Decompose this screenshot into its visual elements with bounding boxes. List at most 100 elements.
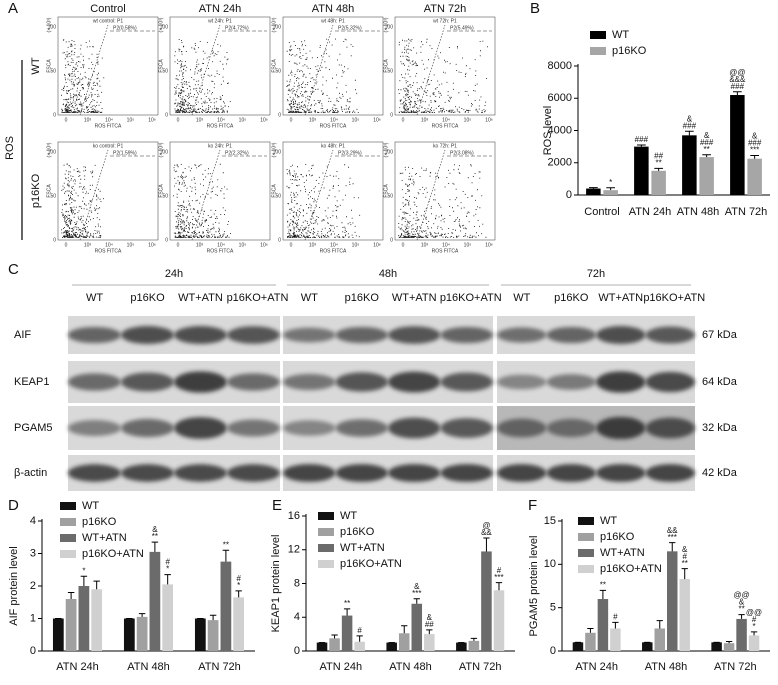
gate-line bbox=[304, 149, 334, 241]
x-tick-label: 10³ bbox=[421, 117, 429, 123]
legend-swatch bbox=[578, 549, 594, 557]
significance-label: ** bbox=[223, 540, 229, 549]
event-dots bbox=[61, 39, 105, 113]
x-axis-label: ROS FITCA bbox=[207, 123, 234, 129]
error-bar bbox=[606, 187, 615, 191]
error-bar bbox=[331, 634, 338, 639]
error-bar bbox=[235, 590, 242, 598]
gate-line bbox=[191, 24, 221, 116]
blot-band bbox=[335, 372, 388, 392]
gate-label: P2(5.49%) bbox=[450, 25, 474, 31]
y-tick-label: 50 bbox=[275, 193, 281, 199]
lane-label: WT+ATN bbox=[598, 292, 643, 304]
y-tick-label: 3 bbox=[30, 547, 36, 559]
x-tick-label: 10⁵ bbox=[464, 242, 472, 248]
x-tick-label: 0 bbox=[177, 117, 180, 123]
plot-title: wt 72h: P1 bbox=[433, 18, 457, 24]
x-tick-label: 10⁴ bbox=[442, 242, 450, 248]
error-bar bbox=[681, 568, 688, 580]
significance-label: ** bbox=[704, 145, 710, 154]
blot-band bbox=[227, 373, 280, 391]
significance-label: ** bbox=[600, 580, 606, 589]
y-tick-label: 12 bbox=[288, 544, 300, 556]
blot-band bbox=[283, 327, 336, 343]
y-scale-label: (× 10³) bbox=[46, 142, 52, 157]
blot-band bbox=[440, 326, 493, 344]
x-tick-label: 0 bbox=[177, 242, 180, 248]
error-bar bbox=[669, 542, 676, 552]
legend-swatch bbox=[590, 47, 606, 55]
y-tick-label: 50 bbox=[387, 193, 393, 199]
x-tick-label: 10³ bbox=[196, 117, 204, 123]
bar bbox=[233, 597, 245, 651]
y-tick-label: 50 bbox=[275, 68, 281, 74]
significance-label: ** bbox=[738, 605, 744, 614]
x-tick-label: 10⁴ bbox=[105, 242, 113, 248]
x-tick-label: 10⁶ bbox=[148, 117, 156, 123]
y-tick-label: 0 bbox=[165, 112, 168, 118]
y-axis-label: FSCA bbox=[46, 184, 52, 198]
lane-label: WT+ATN bbox=[178, 292, 223, 304]
legend-swatch bbox=[318, 528, 334, 536]
legend-swatch bbox=[318, 560, 334, 568]
x-tick-label: 10⁴ bbox=[442, 117, 450, 123]
row-label: WT bbox=[30, 57, 42, 74]
legend-label: p16KO bbox=[600, 531, 635, 543]
x-axis-label: ROS FITCA bbox=[320, 248, 347, 254]
x-tick-label: 10⁴ bbox=[217, 117, 225, 123]
y-tick-label: 100 bbox=[160, 24, 169, 30]
x-tick-label: 10⁵ bbox=[239, 242, 247, 248]
y-tick-label: 0 bbox=[294, 645, 300, 657]
protein-label: PGAM5 bbox=[14, 422, 53, 434]
y-axis-label: FSCA bbox=[271, 59, 277, 73]
y-tick-label: 8 bbox=[294, 577, 300, 589]
blot-band bbox=[335, 419, 388, 437]
bar bbox=[123, 618, 135, 651]
x-tick-label: ATN 48h bbox=[677, 206, 720, 218]
row-label: p16KO bbox=[30, 173, 42, 208]
bar bbox=[610, 628, 621, 651]
x-tick-label: 10⁴ bbox=[330, 242, 338, 248]
plot-title: wt 24h: P1 bbox=[208, 18, 232, 24]
bar bbox=[597, 599, 609, 651]
panel-label: D bbox=[8, 497, 19, 514]
y-scale-label: (× 10³) bbox=[383, 142, 389, 157]
y-tick-label: 4000 bbox=[548, 124, 572, 136]
bar bbox=[585, 632, 596, 651]
bar bbox=[456, 642, 467, 651]
x-tick-label: 10⁶ bbox=[373, 242, 381, 248]
plot-frame bbox=[394, 16, 496, 116]
y-axis-label: PGAM5 protein level bbox=[528, 536, 540, 637]
significance-label: # bbox=[497, 566, 502, 575]
y-scale-label: (× 10³) bbox=[158, 142, 164, 157]
y-tick-label: 2 bbox=[30, 580, 36, 592]
significance-label: & bbox=[427, 613, 433, 622]
error-bar bbox=[413, 598, 420, 604]
column-header: ATN 48h bbox=[312, 3, 355, 15]
x-tick-label: 0 bbox=[290, 242, 293, 248]
y-tick-label: 8000 bbox=[548, 60, 572, 72]
event-dots bbox=[173, 163, 231, 238]
y-tick-label: 0 bbox=[165, 237, 168, 243]
bar bbox=[730, 95, 745, 195]
error-bar bbox=[209, 614, 217, 621]
gate-label: P2(0.58%) bbox=[113, 25, 137, 31]
error-bar bbox=[589, 187, 598, 189]
bar bbox=[682, 135, 697, 195]
lane-label: p16KO bbox=[554, 292, 589, 304]
blot-band bbox=[121, 418, 174, 438]
panel-label: B bbox=[530, 0, 540, 17]
error-bar bbox=[138, 613, 146, 617]
bar bbox=[493, 590, 505, 651]
bar bbox=[634, 146, 649, 195]
y-tick-label: 100 bbox=[273, 149, 282, 155]
blot-band bbox=[596, 371, 646, 393]
blot-band bbox=[283, 420, 336, 436]
significance-label: # bbox=[357, 626, 362, 635]
bar bbox=[78, 586, 90, 651]
legend-swatch bbox=[60, 502, 76, 510]
x-tick-label: 0 bbox=[65, 117, 68, 123]
plot-frame bbox=[169, 16, 271, 116]
x-tick-label: ATN 72h bbox=[459, 661, 502, 673]
